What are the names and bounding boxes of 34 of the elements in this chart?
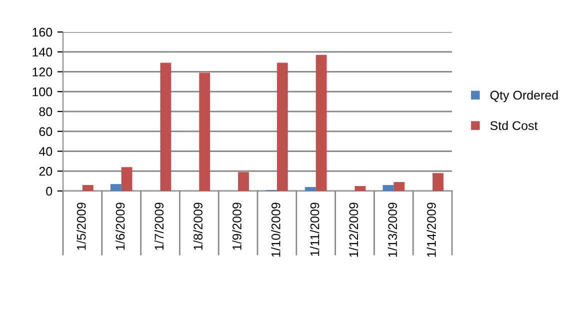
x-tick-label: 1/10/2009 — [271, 202, 280, 257]
y-tick-label: 140 — [32, 48, 52, 57]
x-tick-label: 1/14/2009 — [426, 202, 436, 257]
y-tick-label: 80 — [39, 107, 52, 116]
x-tick-label: 1/13/2009 — [388, 202, 398, 257]
bar — [199, 72, 210, 191]
y-tick-label: 40 — [38, 147, 52, 156]
bar — [354, 186, 366, 191]
x-tick-label: 1/12/2009 — [348, 202, 358, 257]
bar — [304, 187, 316, 191]
legend-label: Qty Ordered — [490, 90, 558, 102]
bar — [316, 54, 327, 191]
bar — [382, 185, 394, 191]
x-tick-label: 1/11/2009 — [310, 202, 320, 256]
x-tick-label: 1/8/2009 — [193, 202, 203, 250]
bar — [82, 185, 94, 191]
bar — [121, 167, 132, 191]
bar — [432, 173, 444, 191]
y-tick-label: 160 — [32, 28, 52, 37]
x-tick-label: 1/9/2009 — [232, 202, 242, 250]
bar — [110, 184, 122, 191]
bar — [160, 62, 172, 191]
y-tick-label: 0 — [46, 186, 52, 196]
y-tick-label: 120 — [32, 68, 52, 76]
y-tick-label: 100 — [32, 87, 52, 96]
y-tick-label: 60 — [39, 127, 52, 136]
y-tick-label: 20 — [39, 166, 52, 176]
bar — [394, 182, 405, 191]
x-tick-label: 1/6/2009 — [116, 202, 125, 250]
legend-label: Std Cost — [490, 120, 538, 130]
x-tick-label: 1/7/2009 — [154, 202, 164, 250]
bar — [276, 62, 288, 191]
bar — [238, 172, 249, 191]
x-tick-label: 1/5/2009 — [76, 202, 86, 250]
